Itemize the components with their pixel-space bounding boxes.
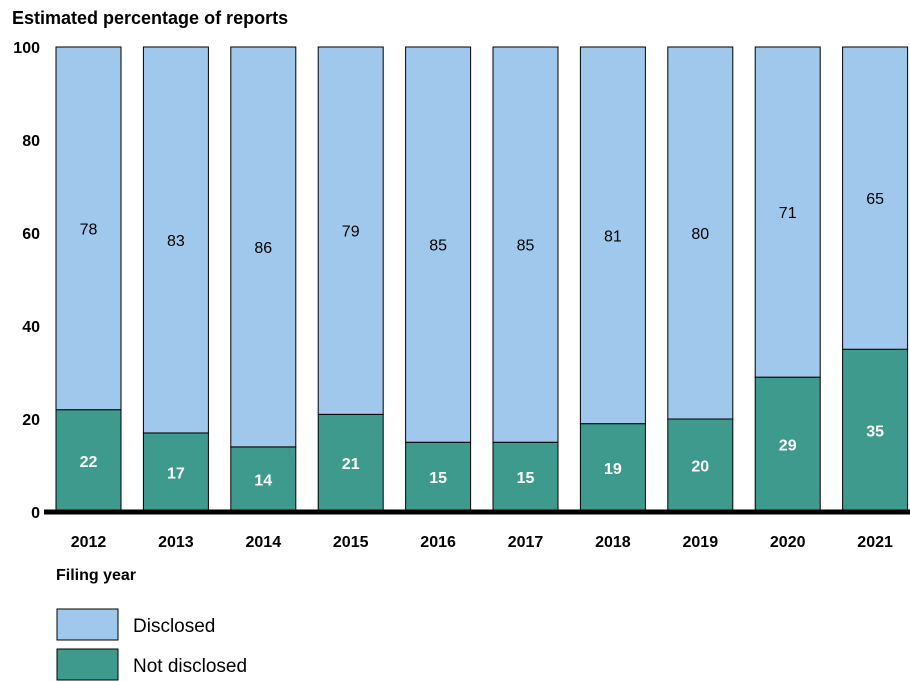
x-tick-label: 2015 [333,534,369,551]
x-tick-label: 2019 [683,534,719,551]
y-tick-label: 80 [22,133,40,150]
data-label-disclosed: 71 [779,205,797,222]
bar-disclosed [492,46,559,443]
bar-disclosed [579,46,646,425]
legend-label-not-disclosed: Not disclosed [133,656,247,677]
x-tick-label: 2020 [770,534,806,551]
data-label-disclosed: 78 [80,221,98,238]
y-tick-label: 40 [22,319,40,336]
x-tick-label: 2012 [71,534,107,551]
x-axis-title: Filing year [56,567,136,584]
x-tick-label: 2016 [420,534,456,551]
data-label-disclosed: 86 [254,240,272,257]
bar-disclosed [142,46,209,434]
bar-disclosed [754,46,821,378]
y-tick-label: 100 [13,40,40,57]
bars: 22 78 17 83 14 86 21 79 15 85 15 85 19 81 20 80 29 71 35 65 [55,46,909,513]
bar-disclosed [842,46,909,350]
data-label-disclosed: 85 [429,238,447,255]
x-axis-ticks: 2012 2013 2014 2015 2016 2017 2018 2019 2020 2021 [71,534,893,551]
x-tick-label: 2018 [595,534,631,551]
data-label-not-disclosed: 21 [342,456,360,473]
data-label-not-disclosed: 15 [517,470,535,487]
y-axis-ticks: 0 20 40 60 80 100 [13,40,40,522]
y-tick-label: 0 [31,505,40,522]
x-tick-label: 2013 [158,534,194,551]
data-label-not-disclosed: 14 [254,472,272,489]
data-label-disclosed: 81 [604,228,622,245]
data-label-not-disclosed: 20 [691,459,709,476]
data-label-disclosed: 80 [691,226,709,243]
legend: Disclosed Not disclosed [56,608,247,681]
data-label-not-disclosed: 29 [779,438,797,455]
bar-disclosed [405,46,472,443]
data-label-not-disclosed: 19 [604,461,622,478]
legend-swatch-disclosed [56,608,119,641]
y-axis-title: Estimated percentage of reports [12,8,288,28]
bar-disclosed [317,46,384,415]
y-tick-label: 60 [22,226,40,243]
data-label-disclosed: 85 [517,238,535,255]
data-label-disclosed: 83 [167,233,185,250]
data-label-not-disclosed: 15 [429,470,447,487]
y-tick-label: 20 [22,412,40,429]
bar-not-disclosed [492,441,559,513]
legend-swatch-not-disclosed [56,648,119,681]
bar-disclosed [667,46,734,420]
bar-not-disclosed [754,376,821,513]
bar-not-disclosed [842,348,909,513]
data-label-not-disclosed: 22 [80,454,98,471]
bar-not-disclosed [55,409,122,513]
bar-disclosed [55,46,122,411]
data-label-not-disclosed: 35 [866,424,884,441]
bar-not-disclosed [667,418,734,513]
bar-disclosed [230,46,297,448]
bar-not-disclosed [579,423,646,513]
x-tick-label: 2014 [246,534,282,551]
data-label-disclosed: 79 [342,224,360,241]
data-label-not-disclosed: 17 [167,465,185,482]
x-tick-label: 2017 [508,534,544,551]
legend-label-disclosed: Disclosed [133,616,215,637]
x-tick-label: 2021 [857,534,893,551]
data-label-disclosed: 65 [866,191,884,208]
